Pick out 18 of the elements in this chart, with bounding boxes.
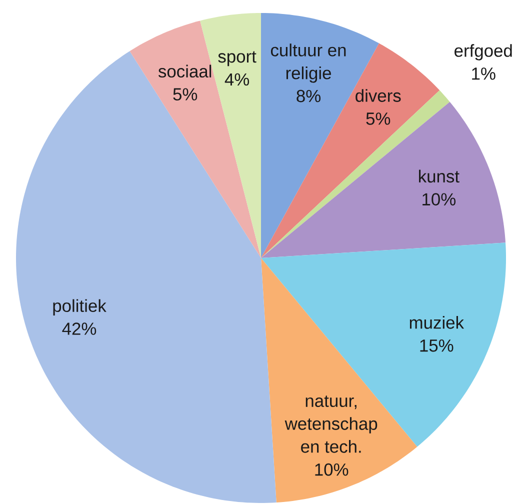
data-label: 8% xyxy=(296,90,321,102)
slice-label: sociaal xyxy=(158,64,212,78)
slice-label: divers xyxy=(356,89,401,102)
data-label: 5% xyxy=(366,112,390,125)
data-label: 10% xyxy=(422,193,456,206)
data-label: 4% xyxy=(224,73,250,86)
slice-label: kunst xyxy=(419,170,460,183)
data-label: 1% xyxy=(472,68,496,80)
slice-label: erfgoed xyxy=(454,44,512,60)
data-label: 5% xyxy=(173,88,198,100)
slice-label: sport xyxy=(218,51,256,66)
slice-label: politiek xyxy=(53,299,106,316)
slice-label: muziek xyxy=(410,316,464,329)
data-label: 42% xyxy=(62,322,96,335)
data-label: 15% xyxy=(420,339,454,352)
slice-label: natuur, wetenschap en tech. xyxy=(284,396,378,453)
data-label: 10% xyxy=(315,463,348,476)
slice-label: cultuur en religie xyxy=(270,44,346,83)
